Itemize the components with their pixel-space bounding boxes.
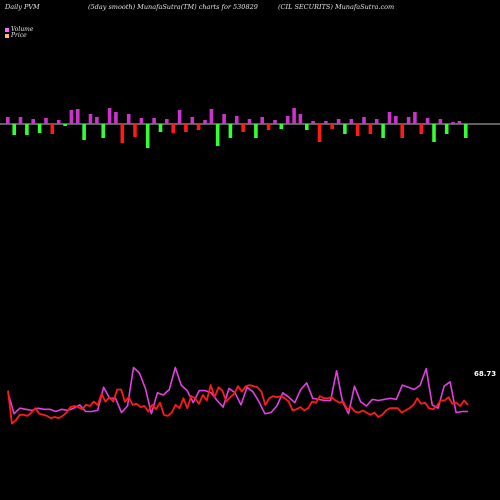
volume-bar (177, 110, 182, 124)
volume-bar (292, 108, 296, 124)
volume-bar (298, 114, 303, 124)
volume-bar (18, 117, 23, 124)
volume-bar (451, 122, 455, 124)
price-line (7, 384, 469, 425)
volume-bar (235, 116, 239, 124)
volume-bar (241, 124, 245, 132)
volume-bar (152, 118, 156, 124)
volume-bar (101, 124, 105, 138)
volume-bar (196, 124, 201, 130)
volume-bar (50, 124, 55, 134)
header-center-title: (5day smooth) MunafaSutra(TM) charts for… (88, 3, 258, 11)
volume-bar (349, 119, 354, 124)
volume-bar (209, 109, 214, 124)
legend-price-swatch (5, 33, 9, 38)
volume-bar (63, 124, 67, 126)
volume-bar (273, 120, 277, 124)
volume-bar (69, 110, 74, 124)
legend-volume: Volume (5, 26, 33, 33)
volume-bar (133, 124, 137, 137)
volume-bar (158, 124, 163, 132)
volume-bar (82, 124, 86, 140)
volume-bar (114, 112, 118, 124)
volume-bar (324, 121, 328, 124)
volume-bar (279, 124, 284, 129)
volume-smooth-line (7, 366, 468, 415)
volume-bar (266, 124, 271, 130)
volume-bar (12, 124, 16, 135)
volume-bar (311, 121, 315, 124)
volume-bar (247, 119, 252, 124)
volume-bar (44, 118, 48, 124)
volume-bar (145, 124, 150, 148)
volume-bar (6, 117, 10, 124)
volume-bar (419, 124, 424, 134)
volume-bar (126, 114, 131, 124)
volume-bar (37, 124, 42, 133)
legend-price-label: Price (11, 32, 27, 39)
legend-price: Price (5, 32, 27, 39)
volume-bar (25, 124, 29, 135)
volume-bar (374, 119, 379, 124)
header-left-title: Daily PVM (5, 3, 40, 11)
volume-bar (31, 119, 35, 124)
volume-bar (438, 119, 443, 124)
volume-bar (317, 124, 322, 142)
volume-bar (215, 124, 220, 146)
volume-bar (171, 124, 175, 133)
volume-bar (305, 124, 309, 130)
volume-bar (254, 124, 258, 138)
volume-bar (107, 108, 112, 124)
volume-bar (406, 117, 411, 124)
volume-bar (88, 114, 93, 124)
legend-volume-label: Volume (11, 26, 34, 33)
volume-bar (95, 117, 99, 124)
volume-bar (464, 124, 468, 138)
volume-bar (362, 117, 366, 124)
volume-bar (139, 118, 144, 124)
volume-bar (343, 124, 347, 134)
volume-bar (165, 119, 169, 124)
volume-bar (387, 112, 392, 124)
volume-bar (76, 109, 80, 124)
volume-bar (457, 121, 462, 124)
volume-bar (444, 124, 449, 134)
legend-volume-swatch (5, 27, 9, 32)
volume-bar (330, 124, 334, 129)
volume-bar (394, 116, 398, 124)
volume-bar (228, 124, 233, 138)
volume-bar (400, 124, 404, 138)
volume-bar (336, 119, 341, 124)
volume-bar (285, 116, 290, 124)
volume-bar (222, 114, 226, 124)
volume-bar (184, 124, 188, 132)
volume-bar (56, 120, 61, 124)
last-value-label: 68.73 (474, 370, 497, 378)
volume-bar (203, 120, 207, 124)
volume-bar (432, 124, 436, 142)
header-right-title: (CIL SECURITS) MunafaSutra.com (278, 3, 395, 11)
volume-bar (190, 117, 195, 124)
volume-bar (381, 124, 385, 138)
volume-bar (260, 117, 264, 124)
volume-bar (120, 124, 125, 143)
volume-bar (413, 112, 417, 124)
volume-bar (425, 118, 430, 124)
volume-bar (355, 124, 360, 136)
volume-bar (368, 124, 373, 134)
